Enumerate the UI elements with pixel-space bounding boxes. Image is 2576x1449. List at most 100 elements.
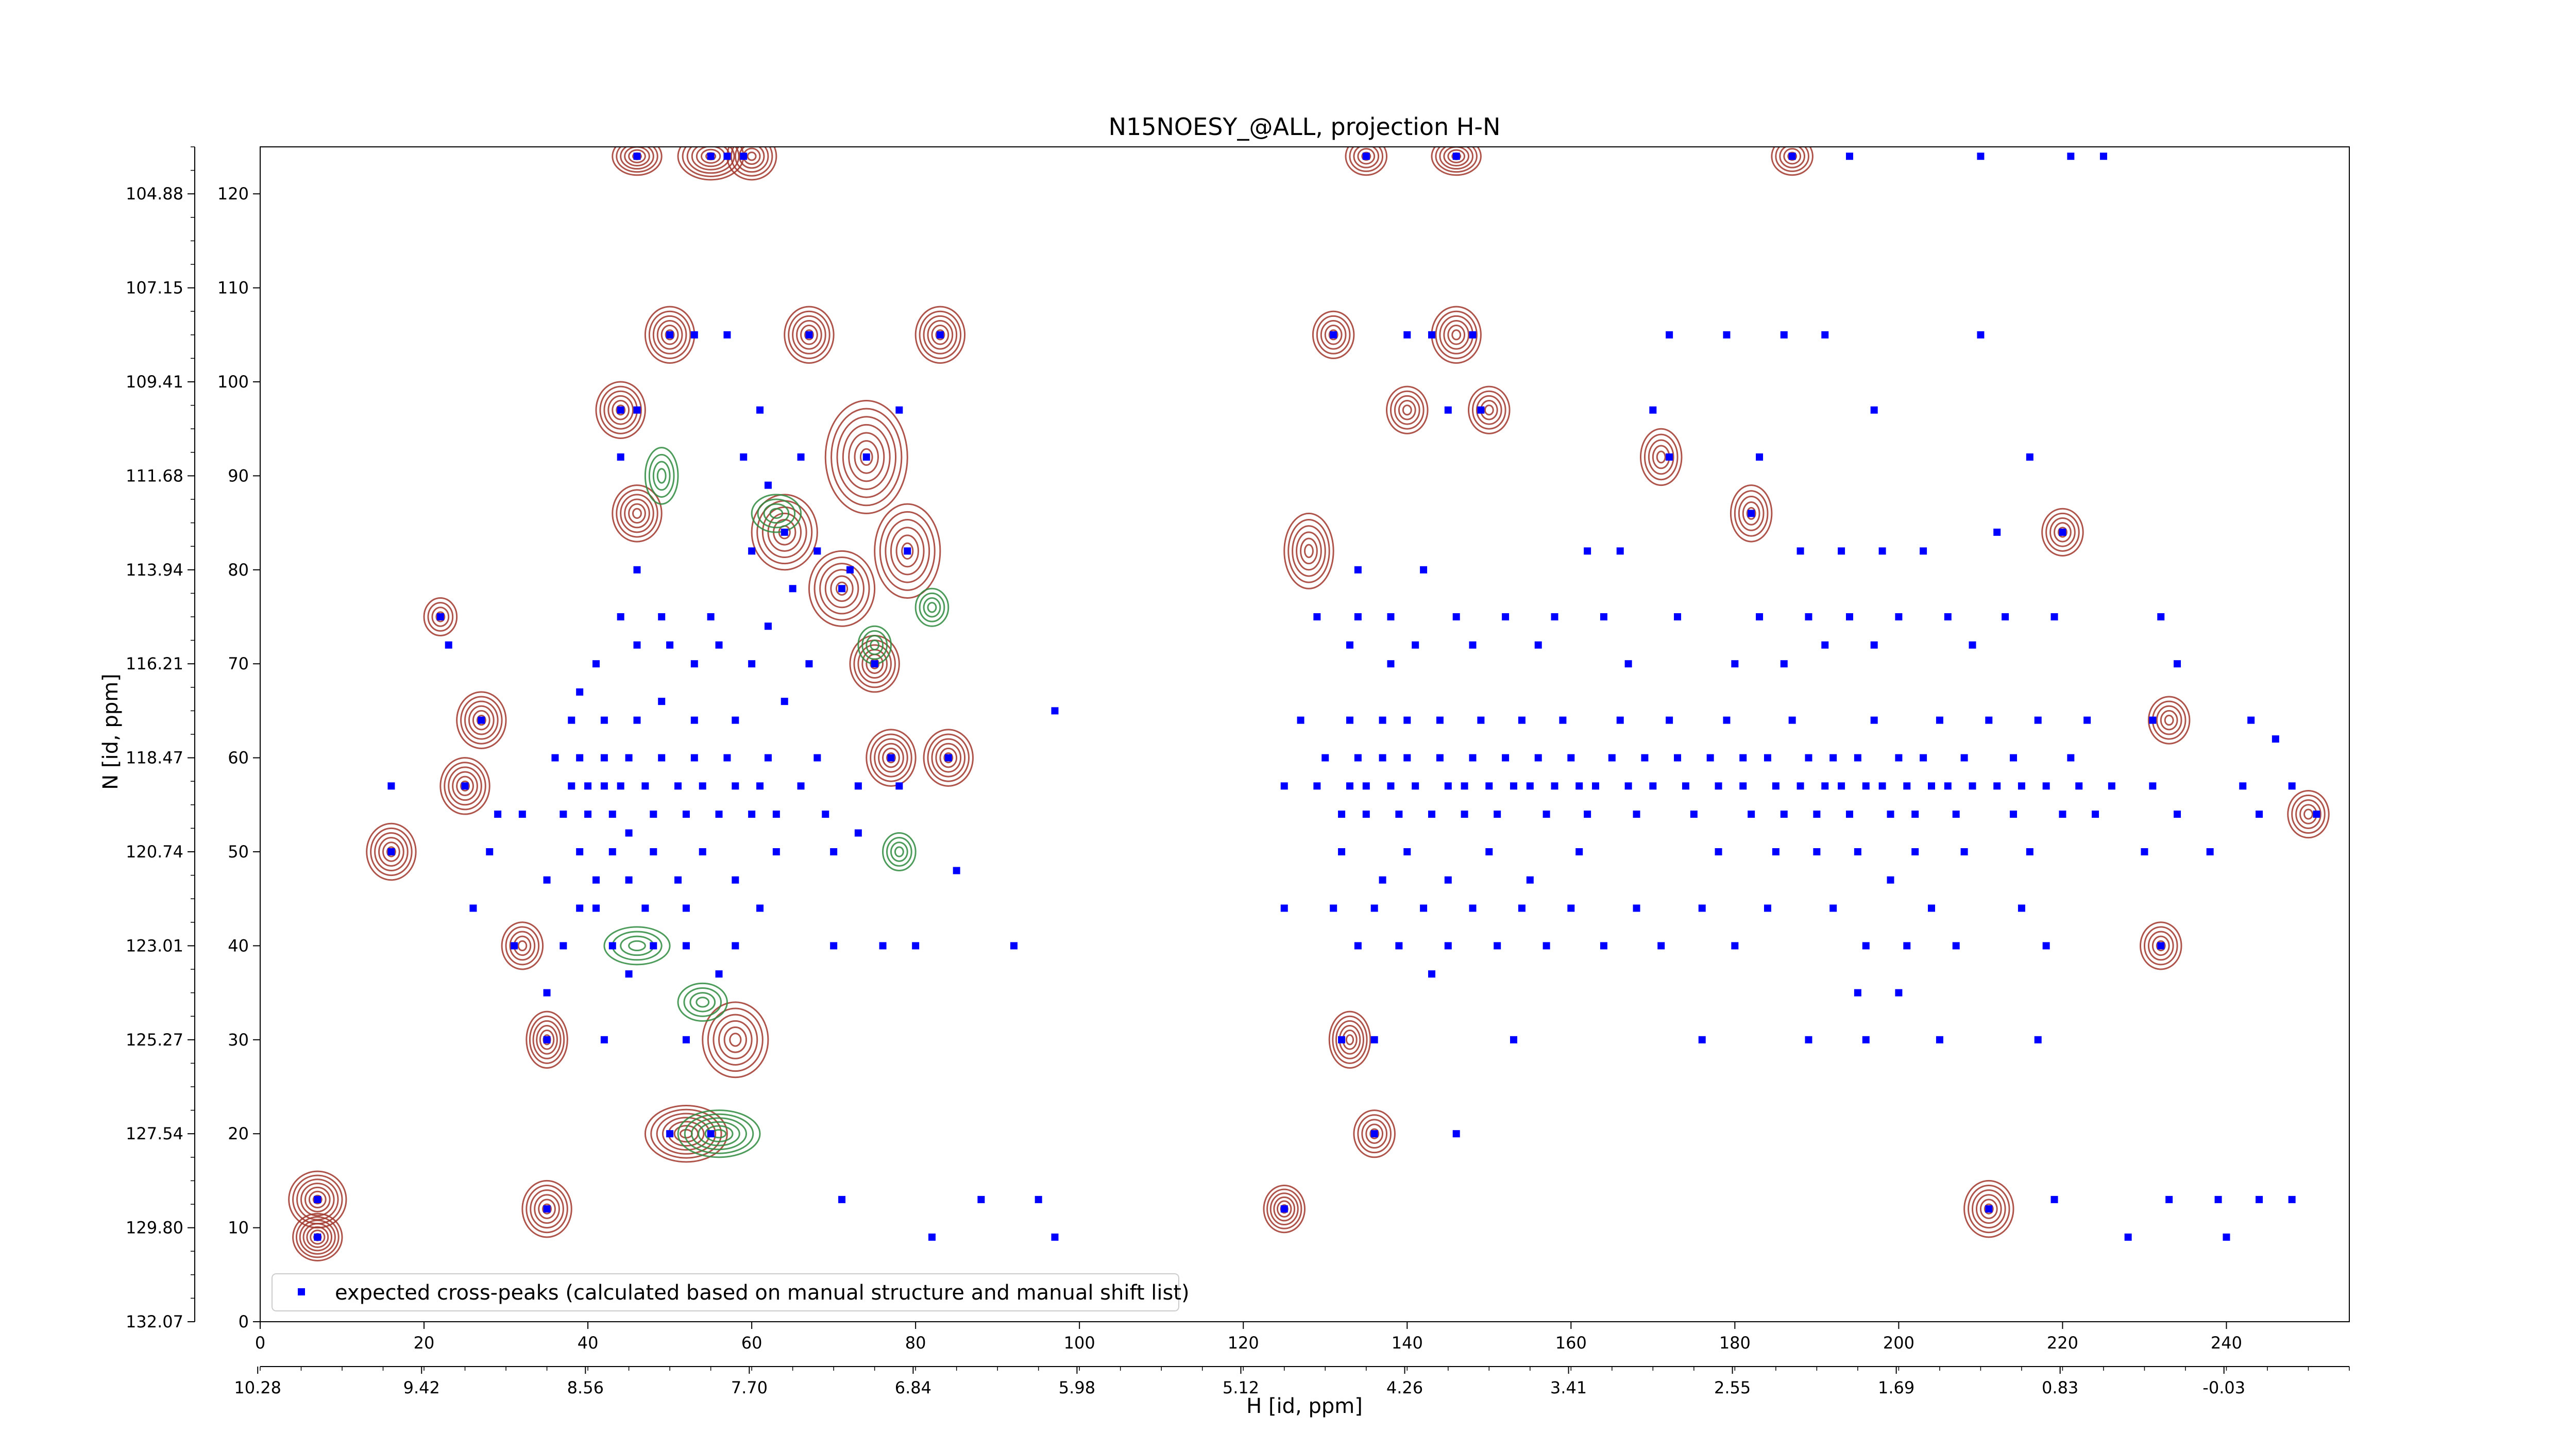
- cross-peak-209: [1543, 811, 1550, 818]
- positive-contour-40-level-3: [2049, 517, 2076, 547]
- y-ppm-tick-label-11: 107.15: [126, 278, 183, 298]
- cross-peak-21: [568, 716, 575, 724]
- positive-contour-10-level-5: [648, 310, 691, 359]
- cross-peak-279: [1845, 811, 1853, 818]
- cross-peak-302: [1920, 754, 1927, 762]
- cross-peak-250: [1739, 754, 1747, 762]
- positive-contour-28-level-6: [1283, 512, 1334, 589]
- cross-peak-108: [814, 547, 821, 555]
- positive-contour-5-level-1: [476, 715, 486, 726]
- positive-contour-42-level-2: [2160, 710, 2178, 731]
- cross-peak-94: [756, 904, 764, 912]
- cross-peak-37: [608, 811, 616, 818]
- cross-peak-137: [1297, 716, 1304, 724]
- cross-peak-92: [756, 406, 764, 414]
- positive-contour-14-level-3: [796, 319, 822, 350]
- cross-peak-11: [510, 942, 518, 950]
- cross-peak-280: [1845, 613, 1853, 620]
- cross-peak-301: [1911, 848, 1919, 855]
- cross-peak-20: [568, 782, 575, 790]
- y-index-tick-label-11: 110: [217, 278, 249, 298]
- positive-contour-8-level-6: [526, 1010, 568, 1069]
- y-index-tick-label-10: 100: [217, 372, 249, 392]
- cross-peak-214: [1567, 754, 1575, 762]
- positive-contour-21-level-4: [931, 738, 966, 778]
- positive-contour-27-level-3: [1320, 319, 1347, 350]
- cross-peak-253: [1748, 510, 1755, 517]
- positive-contour-9-level-2: [628, 149, 646, 163]
- cross-peak-31: [600, 782, 608, 790]
- cross-peak-322: [2002, 613, 2009, 620]
- cross-peak-211: [1551, 782, 1558, 790]
- cross-peak-29: [592, 876, 600, 884]
- positive-contour-5-level-5: [460, 696, 503, 745]
- cross-peak-312: [1960, 754, 1968, 762]
- positive-contour-18-level-2: [882, 747, 900, 768]
- positive-contour-11-level-5: [686, 147, 735, 174]
- positive-contour-1-level-7: [292, 1212, 343, 1261]
- cross-peak-170: [1403, 331, 1411, 339]
- cross-peak-283: [1854, 848, 1861, 855]
- cross-peak-282: [1854, 754, 1861, 762]
- cross-peak-196: [1485, 848, 1493, 855]
- cross-peak-95: [764, 481, 772, 489]
- x-ppm-tick-label-9: 2.55: [1714, 1378, 1751, 1397]
- cross-peak-126: [936, 331, 944, 339]
- cross-peak-161: [1379, 716, 1386, 724]
- positive-contour-7-level-1: [542, 1203, 552, 1215]
- positive-contour-6-level-5: [501, 921, 544, 970]
- positive-contour-41-level-3: [2147, 931, 2174, 961]
- cross-peak-361: [2288, 782, 2296, 790]
- cross-peak-243: [1706, 754, 1714, 762]
- cross-peak-41: [617, 453, 624, 461]
- cross-peak-338: [2067, 153, 2075, 160]
- positive-contour-18-level-3: [878, 743, 904, 773]
- x-ppm-axis: 10.28 9.42 8.56 7.70 6.84 5.98 5.12 4.26 3.41 2.5…: [234, 1366, 2350, 1397]
- negative-contour-2-level-3: [757, 498, 796, 529]
- positive-contour-35-level-5: [1468, 385, 1511, 434]
- cross-peak-227: [1624, 782, 1632, 790]
- cross-peak-50: [633, 406, 641, 414]
- cross-peak-285: [1862, 782, 1870, 790]
- positive-contour-31-level-5: [1345, 147, 1388, 176]
- positive-contour-15-level-1: [835, 581, 849, 596]
- cross-peak-171: [1412, 641, 1419, 649]
- cross-peak-127: [944, 754, 952, 762]
- cross-peak-202: [1510, 1036, 1517, 1043]
- cross-peak-232: [1649, 406, 1657, 414]
- x-ppm-tick-label-5: 5.98: [1059, 1378, 1095, 1397]
- cross-peak-199: [1502, 754, 1510, 762]
- x-ppm-tick-label-12: -0.03: [2202, 1378, 2245, 1397]
- cross-peak-82: [723, 153, 731, 160]
- positive-contour-28-level-5: [1287, 519, 1330, 583]
- cross-peak-265: [1797, 782, 1804, 790]
- cross-peak-335: [2059, 811, 2066, 818]
- positive-contour-41-level-5: [2140, 921, 2182, 970]
- cross-peak-123: [904, 547, 911, 555]
- cross-peak-249: [1731, 942, 1739, 950]
- cross-peak-132: [1051, 707, 1059, 715]
- cross-peak-189: [1469, 754, 1477, 762]
- positive-contour-40-level-2: [2054, 522, 2072, 543]
- cross-peak-300: [1911, 811, 1919, 818]
- cross-peak-183: [1444, 942, 1452, 950]
- cross-peak-246: [1723, 716, 1731, 724]
- y-index-tick-label-0: 0: [239, 1312, 249, 1332]
- positive-contour-1-level-2: [310, 1229, 326, 1245]
- positive-contour-25-level-1: [632, 508, 642, 519]
- cross-peak-210: [1543, 942, 1550, 950]
- y-ppm-tick-label-9: 111.68: [126, 466, 183, 485]
- cross-peak-276: [1829, 904, 1837, 912]
- cross-peak-80: [723, 331, 731, 339]
- cross-peak-157: [1370, 1036, 1378, 1043]
- cross-peak-267: [1805, 754, 1812, 762]
- positive-contour-8-level-5: [529, 1015, 565, 1064]
- positive-contour-20-level-6: [914, 306, 966, 364]
- cross-peak-36: [608, 848, 616, 855]
- cross-peak-109: [822, 811, 829, 818]
- cross-peak-166: [1395, 811, 1403, 818]
- cross-peak-40: [617, 406, 624, 414]
- positive-contour-33-level-1: [1451, 329, 1462, 341]
- positive-contour-36-level-1: [1656, 450, 1666, 464]
- positive-contour-40-level-5: [2041, 508, 2084, 557]
